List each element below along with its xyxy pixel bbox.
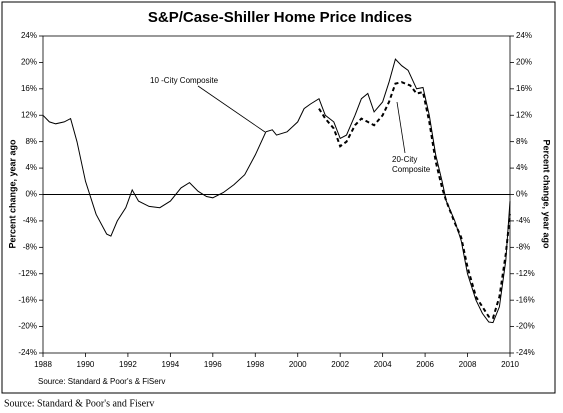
y-tick-label: -4% [23, 216, 37, 225]
annotation-leader [396, 101, 406, 154]
y-tick-label: -24% [18, 348, 37, 357]
y2-tick-label: 20% [516, 58, 532, 67]
y2-tick-label: 12% [516, 110, 532, 119]
x-tick-label: 1996 [204, 360, 222, 369]
y-tick-label: 24% [21, 31, 37, 40]
x-tick-label: 1990 [77, 360, 95, 369]
footnote: Source: Standard & Poor's and Fiserv [4, 398, 154, 409]
y2-tick-label: -20% [516, 322, 535, 331]
y-tick-label: 20% [21, 58, 37, 67]
y2-tick-label: -24% [516, 348, 535, 357]
y-axis-label: Percent change, year ago [7, 139, 17, 249]
series-line [42, 58, 511, 324]
frame [1, 1, 556, 394]
x-tick-label: 1998 [246, 360, 264, 369]
y-tick-label: 0% [25, 190, 37, 199]
y2-tick-label: -4% [516, 216, 530, 225]
x-tick-label: 1988 [34, 360, 52, 369]
x-tick-label: 2000 [289, 360, 307, 369]
y2-tick-label: 24% [516, 31, 532, 40]
y2-tick-label: 0% [516, 190, 528, 199]
y-tick-label: -16% [18, 295, 37, 304]
source: Source: Standard & Poor's & FiServ [38, 377, 165, 386]
y2-tick-label: 16% [516, 84, 532, 93]
y-tick-label: -8% [23, 242, 37, 251]
x-tick-label: 1994 [161, 360, 179, 369]
y2-tick-label: 4% [516, 163, 528, 172]
x-tick-label: 2006 [416, 360, 434, 369]
y2-tick-label: -12% [516, 269, 535, 278]
y-tick-label: 12% [21, 110, 37, 119]
x-tick-label: 1992 [119, 360, 137, 369]
annotation: 10 -City Composite [150, 76, 219, 85]
x-tick-label: 2004 [374, 360, 392, 369]
series-line [318, 81, 511, 320]
y-tick-label: -12% [18, 269, 37, 278]
y-tick-label: 8% [25, 137, 37, 146]
annotation: Composite [392, 165, 431, 174]
annotation: 20-City [392, 155, 417, 164]
y-tick-label: -20% [18, 322, 37, 331]
x-tick-label: 2002 [331, 360, 349, 369]
x-tick-label: 2008 [459, 360, 477, 369]
x-tick-label: 2010 [501, 360, 519, 369]
y2-tick-label: -8% [516, 242, 530, 251]
annotation-leader [197, 85, 266, 133]
chart-title: S&P/Case-Shiller Home Price Indices [148, 9, 412, 26]
y-tick-label: 16% [21, 84, 37, 93]
y2-tick-label: 8% [516, 137, 528, 146]
y2-axis-label: Percent change, year ago [542, 139, 552, 249]
y-tick-label: 4% [25, 163, 37, 172]
y2-tick-label: -16% [516, 295, 535, 304]
